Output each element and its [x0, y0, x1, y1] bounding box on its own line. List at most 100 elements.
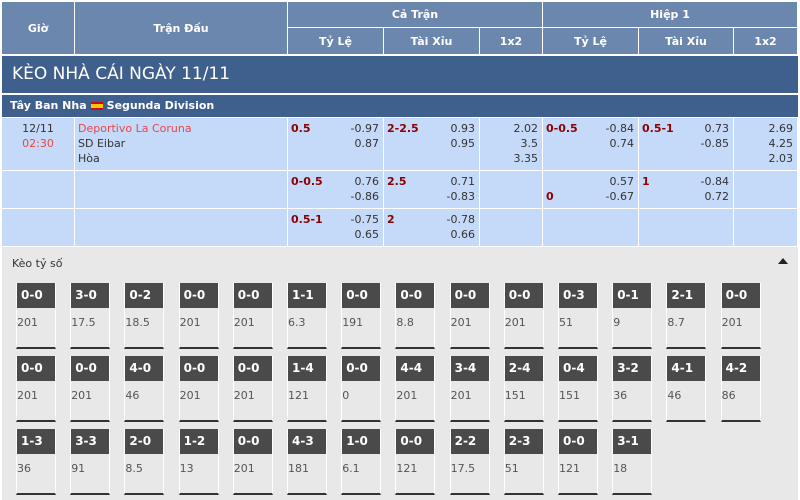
odds-value[interactable]: 0.57: [609, 175, 635, 188]
score-odds: 201: [233, 316, 255, 329]
odds-value[interactable]: 0.71: [450, 175, 476, 188]
score-card[interactable]: 0-0 191: [341, 283, 382, 349]
odds-value[interactable]: 0.87: [354, 137, 380, 150]
league-country: Tây Ban Nha: [10, 99, 87, 112]
score-card[interactable]: 0-0 201: [178, 356, 219, 422]
score-card[interactable]: 1-0 6.1: [341, 429, 382, 495]
score-card[interactable]: 4-0 46: [124, 356, 165, 422]
odds-value[interactable]: 0.73: [704, 122, 730, 135]
odds-value[interactable]: -0.78: [446, 213, 475, 226]
odds-value[interactable]: 0.74: [609, 137, 635, 150]
odds-value[interactable]: -0.83: [446, 190, 475, 203]
header-time: Giờ: [2, 2, 75, 55]
score-card[interactable]: 1-1 6.3: [287, 283, 327, 349]
home-team[interactable]: Deportivo La Coruna: [78, 122, 192, 135]
odds-cell-ft-1x2[interactable]: 2.02 3.5 3.35: [480, 118, 543, 171]
score-card[interactable]: 4-2 86: [720, 356, 761, 422]
score-card[interactable]: 0-3 51: [558, 283, 598, 349]
score-card[interactable]: 0-0 201: [232, 356, 273, 422]
odds-value[interactable]: 0.76: [354, 175, 380, 188]
odds-cell-ft-1x2[interactable]: [480, 209, 543, 247]
odds-value[interactable]: 0.72: [704, 190, 730, 203]
odds-cell-ft-over-under[interactable]: 2.5 0.71 -0.83: [384, 171, 480, 209]
score-card[interactable]: 2-2 17.5: [449, 429, 490, 495]
odds-value[interactable]: 2.69: [768, 122, 794, 135]
score-odds: 201: [721, 316, 743, 329]
score-card[interactable]: 4-3 181: [287, 429, 327, 495]
odds-line: 0-0.5: [546, 122, 578, 135]
score-card[interactable]: 0-0 201: [178, 283, 219, 349]
score-card[interactable]: 4-4 201: [395, 356, 436, 422]
odds-cell-h1-1x2[interactable]: 2.69 4.25 2.03: [734, 118, 798, 171]
score-label: 2-4: [504, 356, 543, 381]
page-title: KÈO NHÀ CÁI NGÀY 11/11: [2, 56, 798, 93]
score-card[interactable]: 2-4 151: [503, 356, 544, 422]
score-card[interactable]: 4-1 46: [666, 356, 707, 422]
odds-cell-h1-handicap[interactable]: 0 0.57 -0.67: [543, 171, 639, 209]
header-full-time: Cả Trận: [288, 2, 543, 28]
odds-value[interactable]: -0.85: [700, 137, 729, 150]
odds-value[interactable]: -0.84: [605, 122, 634, 135]
odds-cell-ft-over-under[interactable]: 2 -0.78 0.66: [384, 209, 480, 247]
odds-value[interactable]: 3.5: [520, 137, 539, 150]
odds-cell-h1-over-under[interactable]: [639, 209, 734, 247]
score-card[interactable]: 0-0 8.8: [395, 283, 436, 349]
odds-cell-ft-1x2[interactable]: [480, 171, 543, 209]
score-card[interactable]: 0-4 151: [558, 356, 598, 422]
odds-value[interactable]: -0.75: [350, 213, 379, 226]
score-card[interactable]: 0-0 201: [16, 356, 56, 422]
odds-cell-h1-handicap[interactable]: 0-0.5 -0.84 0.74: [543, 118, 639, 171]
odds-value[interactable]: -0.67: [605, 190, 634, 203]
score-card[interactable]: 0-0 121: [558, 429, 598, 495]
score-card[interactable]: 0-0 201: [232, 429, 273, 495]
score-card[interactable]: 2-3 51: [503, 429, 544, 495]
score-card[interactable]: 3-2 36: [612, 356, 653, 422]
odds-value[interactable]: 2.02: [513, 122, 539, 135]
odds-value[interactable]: -0.84: [700, 175, 729, 188]
score-odds: 201: [233, 389, 255, 402]
odds-value[interactable]: -0.97: [350, 122, 379, 135]
odds-cell-ft-handicap[interactable]: 0.5 -0.97 0.87: [288, 118, 384, 171]
score-card[interactable]: 0-2 18.5: [124, 283, 165, 349]
score-card[interactable]: 1-3 36: [16, 429, 56, 495]
score-card[interactable]: 3-1 18: [612, 429, 653, 495]
odds-cell-ft-over-under[interactable]: 2-2.5 0.93 0.95: [384, 118, 480, 171]
score-card[interactable]: 0-0 201: [503, 283, 544, 349]
score-card[interactable]: 3-0 17.5: [70, 283, 111, 349]
odds-value[interactable]: 0.93: [450, 122, 476, 135]
score-card[interactable]: 0-0 0: [341, 356, 382, 422]
odds-cell-h1-over-under[interactable]: 0.5-1 0.73 -0.85: [639, 118, 734, 171]
odds-value[interactable]: 0.65: [354, 228, 380, 241]
odds-value[interactable]: 0.95: [450, 137, 476, 150]
odds-cell-ft-handicap[interactable]: 0-0.5 0.76 -0.86: [288, 171, 384, 209]
score-card[interactable]: 0-1 9: [612, 283, 653, 349]
away-team[interactable]: SD Eibar: [78, 137, 126, 150]
score-card[interactable]: 3-3 91: [70, 429, 111, 495]
score-card[interactable]: 3-4 201: [449, 356, 490, 422]
odds-cell-h1-handicap[interactable]: [543, 209, 639, 247]
score-card[interactable]: 2-0 8.5: [124, 429, 165, 495]
score-card[interactable]: 0-0 201: [720, 283, 761, 349]
score-card[interactable]: 2-1 8.7: [666, 283, 707, 349]
odds-value[interactable]: 4.25: [768, 137, 794, 150]
score-card[interactable]: 0-0 201: [232, 283, 273, 349]
score-odds: 201: [233, 462, 255, 475]
odds-value[interactable]: 2.03: [768, 152, 794, 165]
score-card[interactable]: 0-0 121: [395, 429, 436, 495]
odds-cell-h1-1x2[interactable]: [734, 209, 798, 247]
score-card[interactable]: 0-0 201: [70, 356, 111, 422]
caret-up-icon[interactable]: [778, 258, 788, 264]
odds-cell-h1-1x2[interactable]: [734, 171, 798, 209]
score-card[interactable]: 0-0 201: [16, 283, 56, 349]
score-card[interactable]: 0-0 201: [449, 283, 490, 349]
score-odds: 91: [71, 462, 86, 475]
odds-value[interactable]: -0.86: [350, 190, 379, 203]
score-card[interactable]: 1-4 121: [287, 356, 327, 422]
score-card[interactable]: 1-2 13: [178, 429, 219, 495]
odds-value[interactable]: 0.66: [450, 228, 476, 241]
odds-cell-h1-over-under[interactable]: 1 -0.84 0.72: [639, 171, 734, 209]
odds-cell-ft-handicap[interactable]: 0.5-1 -0.75 0.65: [288, 209, 384, 247]
odds-value[interactable]: 3.35: [513, 152, 539, 165]
league-header[interactable]: Tây Ban Nha Segunda Division: [2, 95, 798, 117]
score-odds: 18.5: [125, 316, 150, 329]
